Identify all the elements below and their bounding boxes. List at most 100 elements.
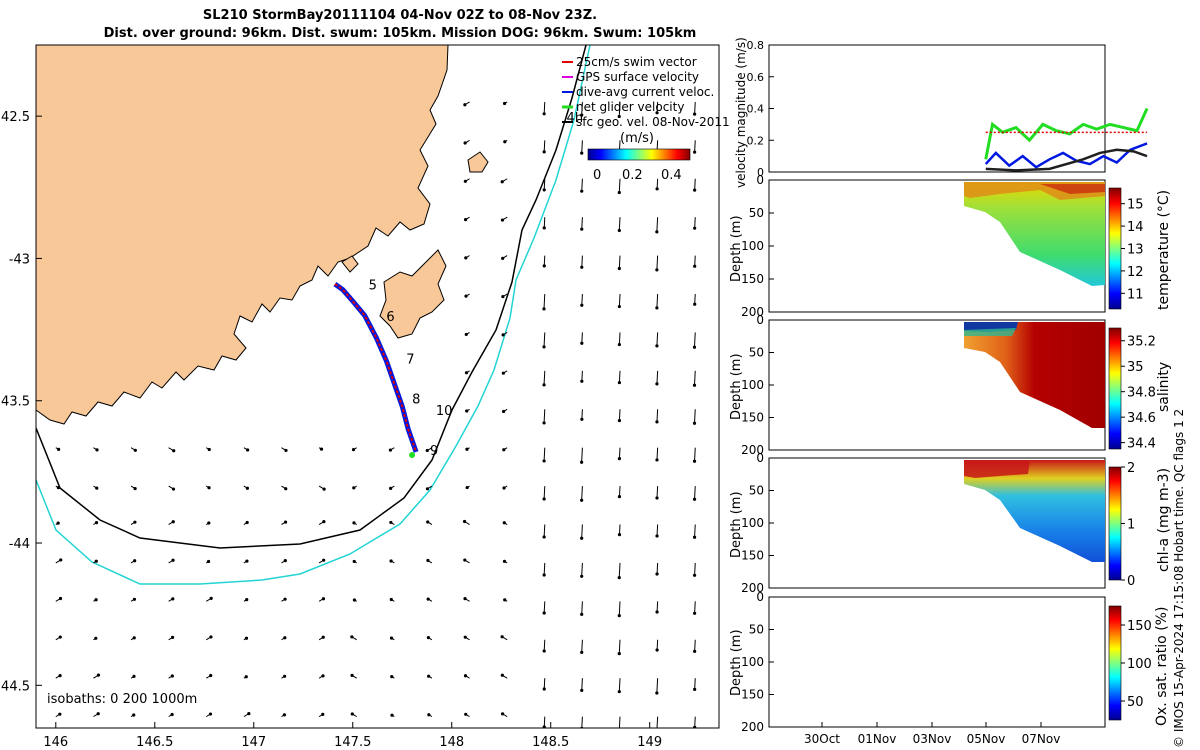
velocity-vector xyxy=(694,178,696,191)
velocity-vector-head xyxy=(692,421,697,425)
velocity-vector-head xyxy=(580,227,584,231)
velocity-vector-head xyxy=(655,344,659,348)
colorbar-tick-0: 0 xyxy=(593,168,601,183)
velocity-vector xyxy=(543,101,546,114)
velocity-vector-head xyxy=(426,597,430,601)
velocity-vector-head xyxy=(580,460,584,464)
velocity-vector-head xyxy=(617,418,622,423)
oxygen-colorbar xyxy=(1108,605,1122,721)
velocity-vector xyxy=(656,639,659,651)
velocity-vector-head xyxy=(693,112,697,116)
track-label: 10 xyxy=(436,404,453,419)
velocity-vector xyxy=(656,524,659,536)
isobath-1000m xyxy=(36,45,591,585)
velocity-vector-head xyxy=(692,573,697,577)
velocity-vector xyxy=(581,217,583,230)
velocity-vector-head xyxy=(247,712,251,716)
velocity-vector xyxy=(618,678,621,692)
velocity-vector-head xyxy=(94,598,98,602)
velocity-vector xyxy=(656,217,659,232)
map-y-tick-label: 43.5 xyxy=(1,395,30,410)
land-tasmania xyxy=(36,45,449,425)
velocity-vector-head xyxy=(389,520,393,525)
velocity-vector-head xyxy=(617,304,621,309)
velocity-vector-head xyxy=(542,307,546,311)
velocity-vector-head xyxy=(655,268,659,272)
velocity-vector-head xyxy=(352,598,357,602)
velocity-vector-head xyxy=(425,487,430,491)
depth-y-tick-label: 150 xyxy=(741,411,764,425)
velocity-vector-head xyxy=(319,447,324,451)
velocity-vector-head xyxy=(245,559,249,563)
isobath-note: isobaths: 0 200 1000m xyxy=(47,692,197,707)
velocity-vector-head xyxy=(655,420,659,424)
velocity-vector xyxy=(543,140,546,152)
velocity-vector-head xyxy=(208,712,213,716)
map-x-axis: 146 146.5 147 147.5 148 148.5 149 xyxy=(43,722,662,750)
velocity-vector-head xyxy=(389,486,393,490)
velocity-vector-head xyxy=(350,673,354,677)
track-label: 7 xyxy=(406,353,414,368)
depth-y-tick-label: 50 xyxy=(749,484,764,498)
velocity-vector-head xyxy=(133,559,137,563)
velocity-series-line xyxy=(984,142,1148,169)
velocity-vector-head xyxy=(580,379,584,383)
velocity-vector xyxy=(694,255,696,267)
time-tick-label: 01Nov xyxy=(858,732,897,746)
velocity-vector-head xyxy=(692,383,697,387)
depth-y-tick-label: 50 xyxy=(749,346,764,360)
velocity-vector-head xyxy=(542,264,546,268)
velocity-vector-head xyxy=(427,674,431,678)
velocity-vector xyxy=(618,601,621,616)
velocity-vector-head xyxy=(284,448,288,453)
velocity-y-tick-label: 0.2 xyxy=(747,134,765,147)
velocity-vector-head xyxy=(389,559,393,563)
map-x-tick-label: 147.5 xyxy=(334,735,371,750)
chla-panel: 0 50 100 150 200 Depth (m) 0 1 2 chl-a (mg m-3… xyxy=(729,451,1172,595)
velocity-vector-head xyxy=(351,448,356,452)
colorbar-tick-label: 11 xyxy=(1127,287,1144,302)
velocity-vector xyxy=(656,447,659,460)
velocity-vector-head xyxy=(426,636,431,640)
salinity-y-axis: 0 50 100 150 200 xyxy=(741,313,774,457)
map-legend: 25cm/s swim vector GPS surface velocity … xyxy=(562,55,730,129)
depth-y-tick-label: 200 xyxy=(741,443,764,457)
velocity-vector xyxy=(618,255,621,269)
velocity-vector xyxy=(693,332,696,348)
velocity-vector xyxy=(656,678,659,694)
velocity-vector xyxy=(694,447,696,462)
velocity-vector-head xyxy=(542,459,546,463)
velocity-vector-head xyxy=(502,486,506,490)
velocity-vector-head xyxy=(580,536,584,540)
velocity-vector xyxy=(581,716,583,728)
track-label: 5 xyxy=(369,279,377,294)
velocity-vector-head xyxy=(542,573,546,577)
velocity-vector-head xyxy=(352,486,356,490)
velocity-vector-head xyxy=(283,520,288,524)
salinity-intermediate xyxy=(964,328,1016,336)
velocity-vector xyxy=(581,562,583,577)
velocity-vector-head xyxy=(56,521,60,525)
velocity-vector-head xyxy=(580,612,584,616)
colorbar-unit: (m/s) xyxy=(620,131,654,146)
velocity-vector-head xyxy=(617,190,621,195)
legend-swim-vector: 25cm/s swim vector xyxy=(576,55,697,69)
velocity-vector-head xyxy=(350,712,354,716)
velocity-vector-head xyxy=(321,674,325,678)
velocity-vector-head xyxy=(171,597,175,601)
map-x-tick-label: 146.5 xyxy=(136,735,173,750)
velocity-vector-head xyxy=(693,150,697,154)
velocity-vector-head xyxy=(57,447,61,451)
velocity-vector-head xyxy=(503,140,507,144)
velocity-vector xyxy=(543,255,546,266)
velocity-vector-head xyxy=(284,487,288,491)
velocity-vector-head xyxy=(427,713,431,717)
legend-net-glider: net glider velocity xyxy=(576,100,684,114)
velocity-vector-head xyxy=(502,559,507,563)
velocity-vector xyxy=(694,486,696,500)
velocity-vector-head xyxy=(655,572,659,576)
map-y-tick-label: 42.5 xyxy=(1,110,30,125)
depth-y-tick-label: 150 xyxy=(741,688,764,702)
map-y-tick-label: -44 xyxy=(9,537,30,552)
velocity-vector xyxy=(543,293,546,309)
